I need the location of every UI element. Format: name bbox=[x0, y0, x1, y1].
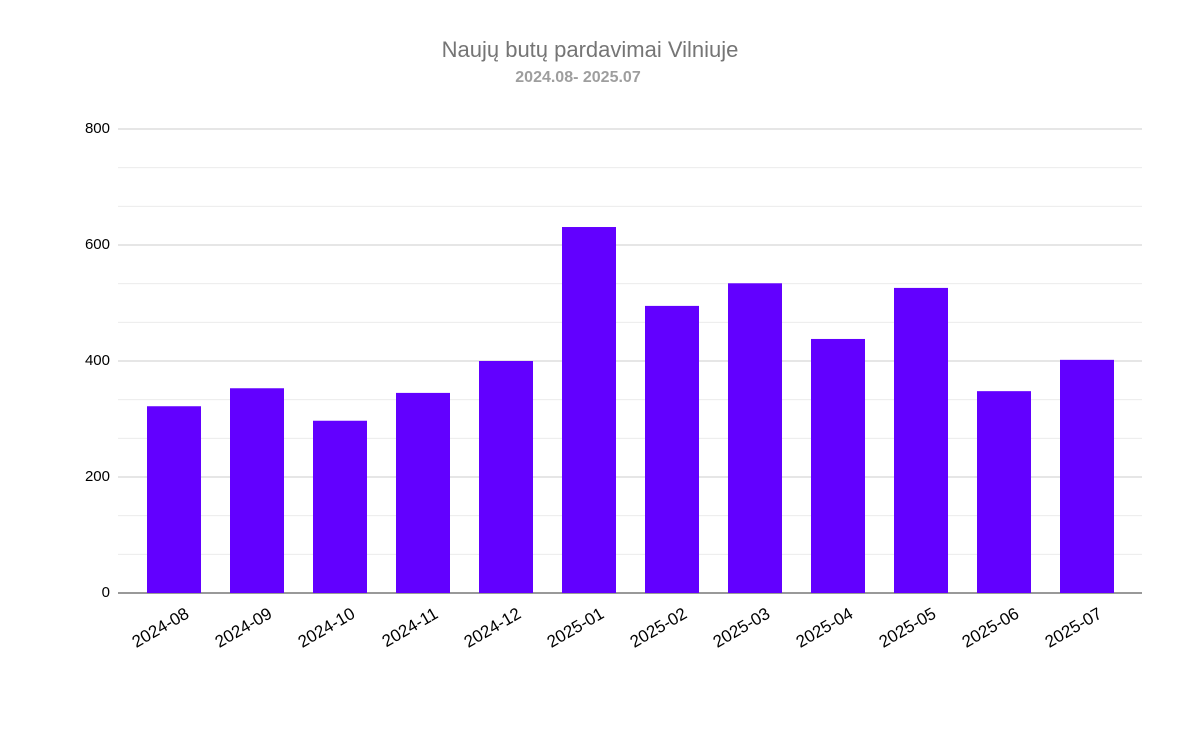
x-tick-label: 2025-04 bbox=[793, 604, 857, 652]
bar bbox=[230, 388, 284, 593]
chart-title: Naujų butų pardavimai Vilniuje bbox=[442, 37, 739, 62]
x-tick-label: 2025-05 bbox=[876, 604, 940, 652]
bar bbox=[645, 305, 699, 593]
bar bbox=[977, 391, 1031, 593]
bar bbox=[1060, 359, 1114, 593]
bar bbox=[396, 392, 450, 593]
x-tick-label: 2025-03 bbox=[710, 604, 774, 652]
y-tick-label: 800 bbox=[85, 120, 110, 137]
x-tick-label: 2025-06 bbox=[959, 604, 1023, 652]
x-tick-label: 2025-07 bbox=[1042, 604, 1106, 652]
bar bbox=[562, 227, 616, 593]
chart-subtitle: 2024.08- 2025.07 bbox=[515, 69, 641, 86]
bar bbox=[894, 287, 948, 593]
y-tick-label: 600 bbox=[85, 236, 110, 253]
bar bbox=[147, 406, 201, 593]
x-tick-label: 2025-01 bbox=[544, 604, 608, 652]
bar bbox=[811, 338, 865, 593]
y-tick-label: 0 bbox=[102, 584, 110, 601]
x-tick-label: 2024-08 bbox=[129, 604, 193, 652]
bar bbox=[728, 283, 782, 593]
bar bbox=[313, 420, 367, 593]
x-tick-label: 2024-10 bbox=[295, 604, 359, 652]
y-tick-label: 400 bbox=[85, 352, 110, 369]
y-tick-label: 200 bbox=[85, 468, 110, 485]
x-tick-label: 2025-02 bbox=[627, 604, 691, 652]
bar bbox=[479, 361, 533, 593]
x-tick-label: 2024-11 bbox=[379, 604, 441, 651]
x-tick-label: 2024-09 bbox=[212, 604, 276, 652]
x-tick-label: 2024-12 bbox=[461, 604, 525, 652]
